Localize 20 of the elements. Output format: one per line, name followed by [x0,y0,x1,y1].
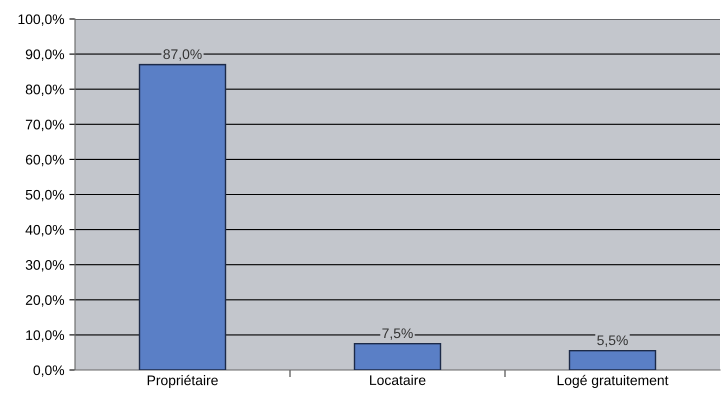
y-tick-label: 60,0% [26,154,64,166]
bar [568,350,656,370]
x-tick-label: Locataire [370,374,426,386]
y-tick-label: 90,0% [26,49,64,61]
y-tick-label: 80,0% [26,84,64,96]
data-label: 7,5% [382,328,413,340]
bar [138,64,226,370]
bar [354,342,442,370]
y-tick-label: 30,0% [26,260,64,272]
y-tick-label: 100,0% [18,14,64,26]
y-tick-label: 0,0% [33,365,64,377]
data-label: 87,0% [163,49,202,61]
y-tick-label: 20,0% [26,295,64,307]
x-tick-label: Propriétaire [148,374,218,388]
y-tick-label: 50,0% [26,190,64,202]
data-label: 5,5% [597,335,628,347]
y-tick-label: 40,0% [26,224,64,236]
y-tick-label: 10,0% [26,330,64,342]
x-tick-label: Logé gratuitement [558,374,668,388]
y-tick-label: 70,0% [26,120,64,132]
